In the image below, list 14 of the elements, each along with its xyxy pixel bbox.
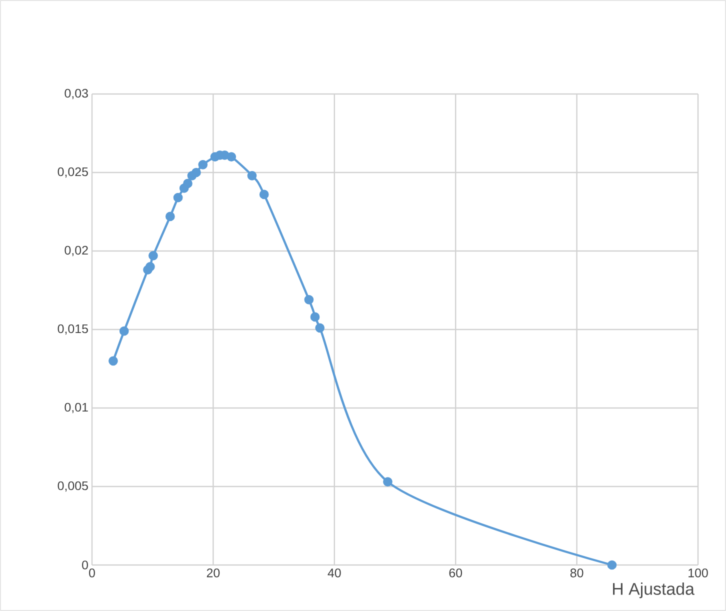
y-tick-label: 0,015 xyxy=(58,324,88,335)
y-tick-label: 0,03 xyxy=(64,88,88,100)
x-tick-label: 100 xyxy=(688,568,708,578)
x-tick-label: 40 xyxy=(328,568,341,578)
x-tick-label: 0 xyxy=(89,568,95,578)
y-tick-label: 0 xyxy=(82,560,88,570)
y-tick-label: 0,01 xyxy=(64,402,88,414)
x-axis-title: H Ajustada xyxy=(613,582,694,598)
x-tick-label: 20 xyxy=(206,568,220,578)
y-tick-label: 0,02 xyxy=(64,246,88,256)
y-tick-label: 0,005 xyxy=(58,481,88,492)
x-tick-label: 80 xyxy=(570,568,584,578)
y-tick-label: 0,025 xyxy=(58,167,88,178)
x-tick-label: 60 xyxy=(449,568,462,578)
